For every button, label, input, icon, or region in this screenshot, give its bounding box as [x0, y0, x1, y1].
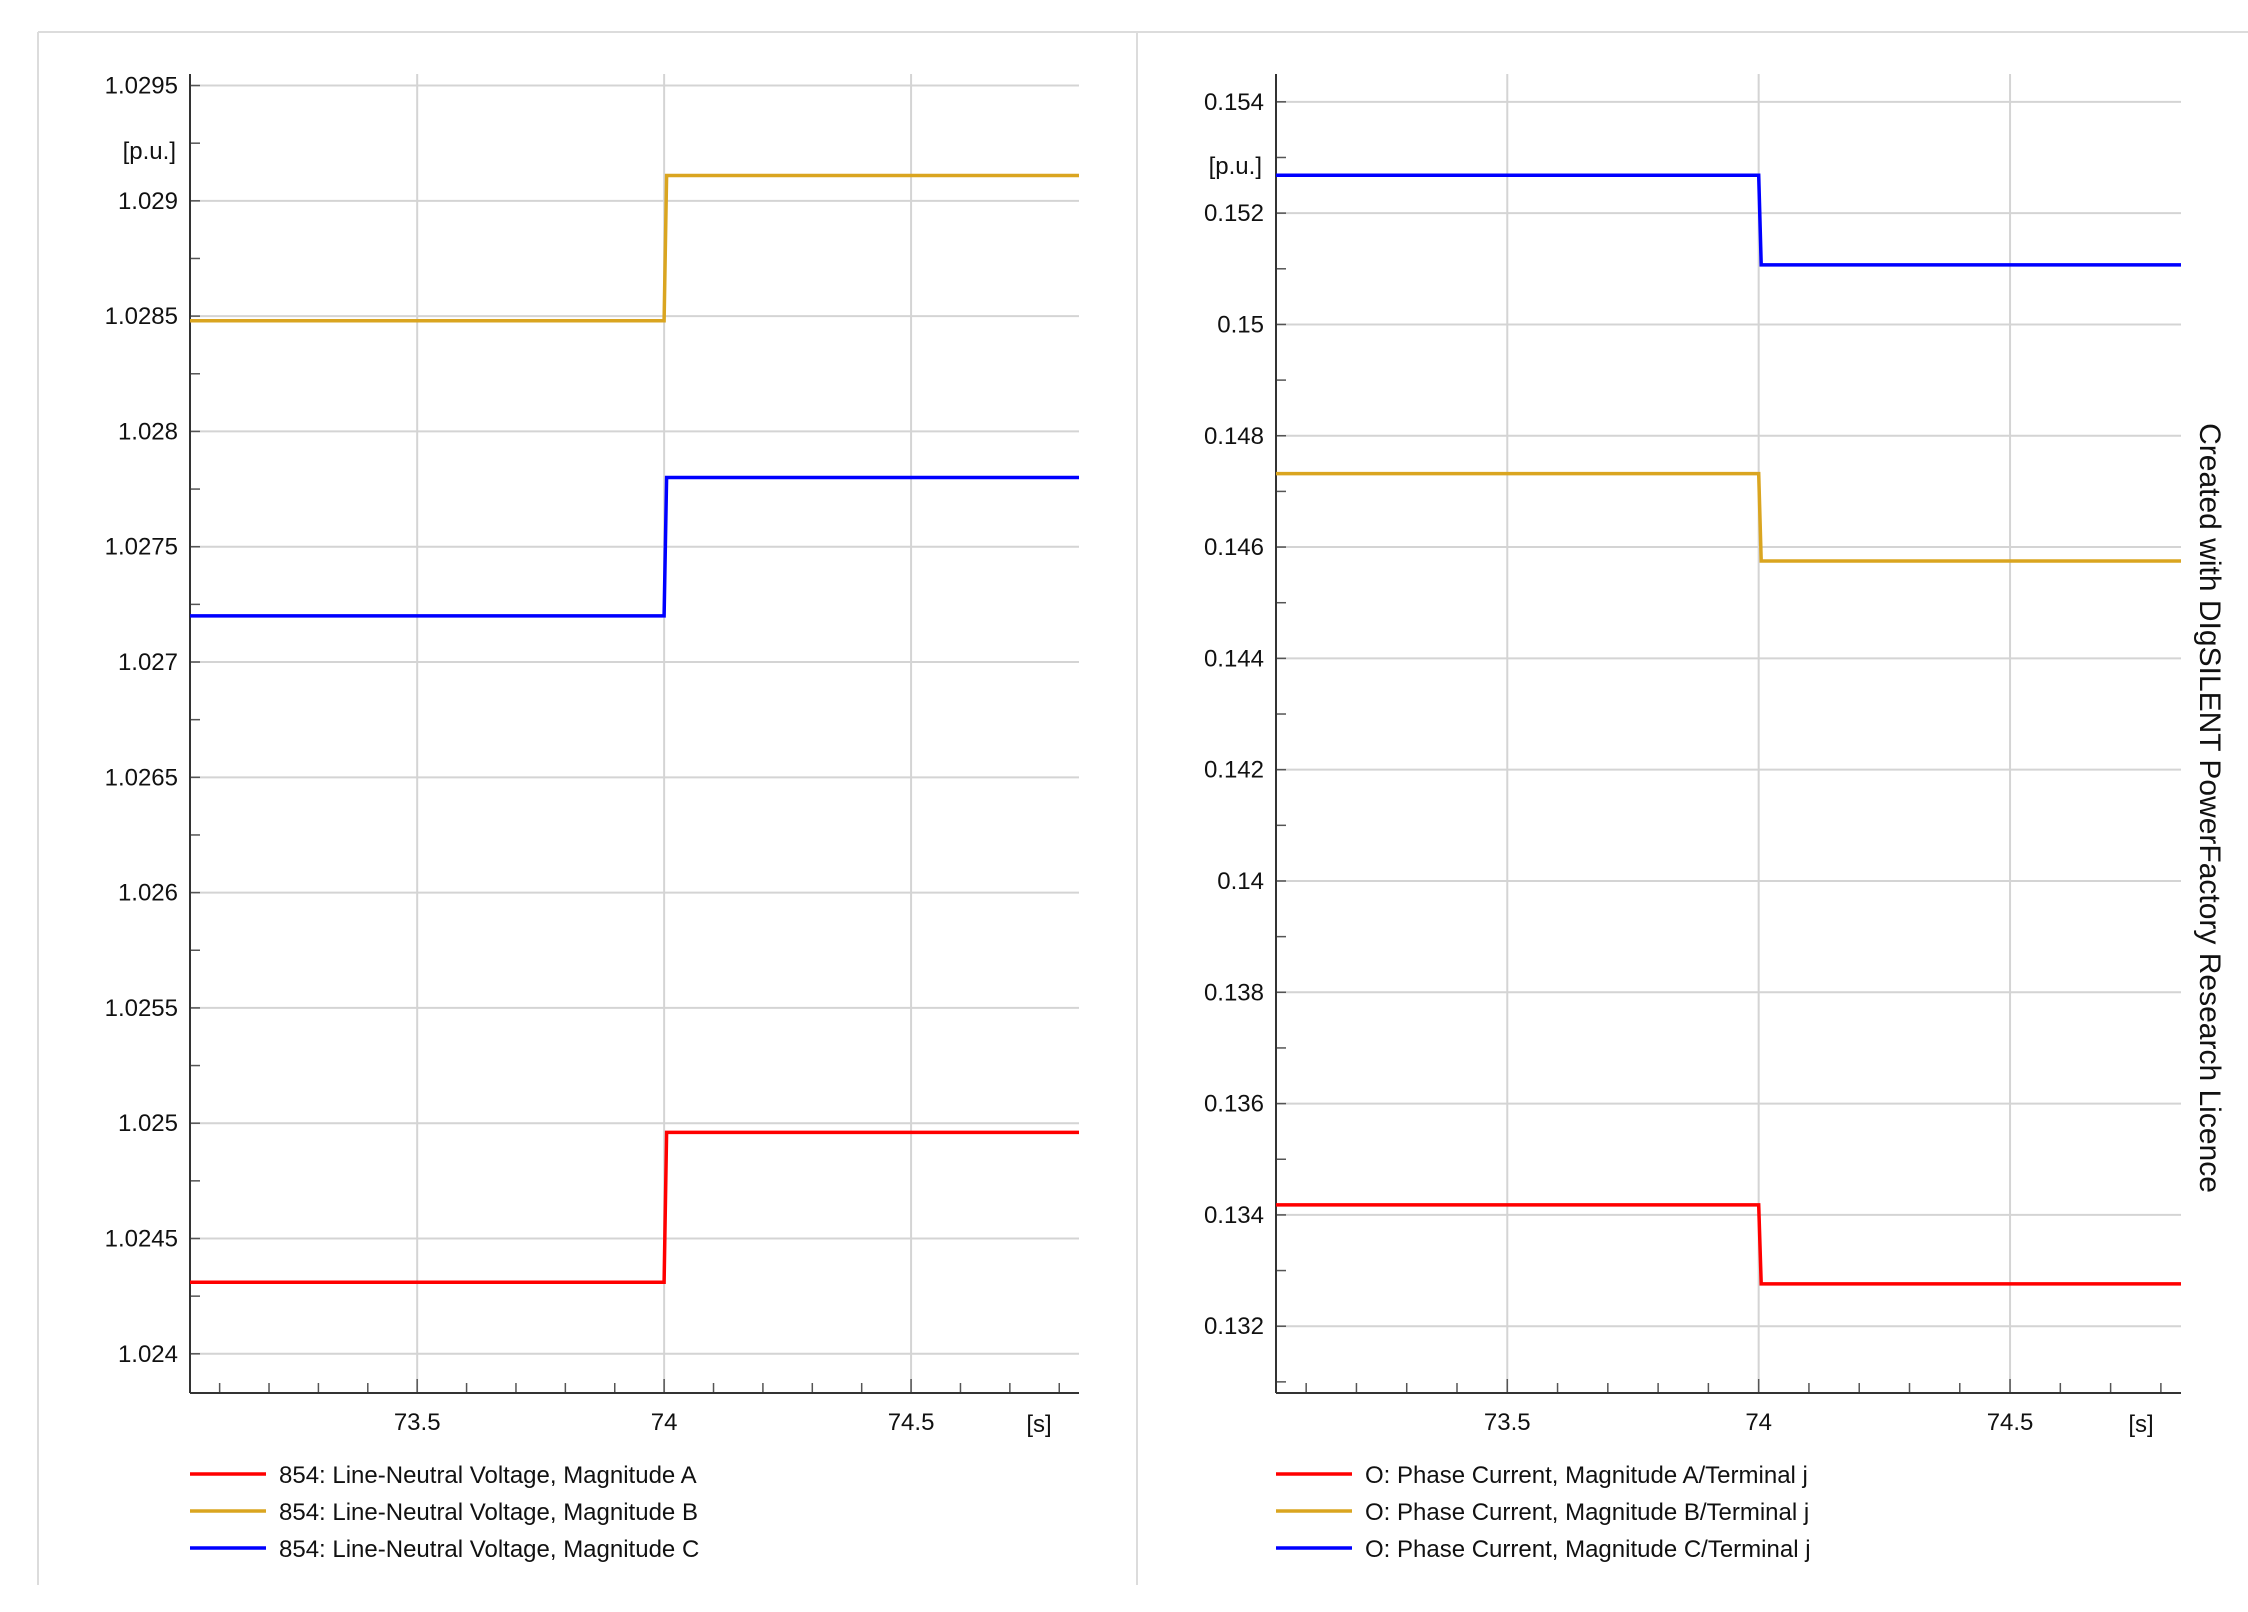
- y-tick-label: 0.146: [1204, 534, 1264, 561]
- y-tick-label: 1.024: [118, 1341, 178, 1368]
- x-tick-label: 74: [651, 1409, 678, 1436]
- y-tick-label: 0.136: [1204, 1091, 1264, 1118]
- y-tick-label: 1.0245: [105, 1226, 178, 1253]
- watermark-text: Created with DIgSILENT PowerFactory Rese…: [2193, 423, 2226, 1193]
- series-line-2: [190, 173, 1079, 323]
- series-line-1: [1276, 1203, 2181, 1286]
- series-line-2: [1276, 471, 2181, 563]
- y-tick-label: 1.0255: [105, 995, 178, 1022]
- current-legend: O: Phase Current, Magnitude A/Terminal j…: [1276, 1462, 1811, 1563]
- x-tick-label: 73.5: [394, 1409, 441, 1436]
- y-tick-label: 0.154: [1204, 89, 1264, 116]
- legend-label-1: 854: Line-Neutral Voltage, Magnitude A: [279, 1462, 697, 1489]
- legend-label-3: O: Phase Current, Magnitude C/Terminal j: [1365, 1536, 1811, 1563]
- y-tick-label: 1.026: [118, 880, 178, 907]
- x-tick-label: 74.5: [1987, 1409, 2034, 1436]
- legend-label-2: O: Phase Current, Magnitude B/Terminal j: [1365, 1499, 1809, 1526]
- legend-label-1: O: Phase Current, Magnitude A/Terminal j: [1365, 1462, 1808, 1489]
- y-axis-unit-label: [p.u.]: [1209, 153, 1262, 180]
- legend-label-2: 854: Line-Neutral Voltage, Magnitude B: [279, 1499, 698, 1526]
- x-axis-unit-label: [s]: [2128, 1411, 2153, 1438]
- y-tick-label: 1.0285: [105, 303, 178, 330]
- y-tick-label: 0.142: [1204, 757, 1264, 784]
- legend-label-3: 854: Line-Neutral Voltage, Magnitude C: [279, 1536, 699, 1563]
- x-axis-unit-label: [s]: [1026, 1411, 1051, 1438]
- y-tick-label: 0.152: [1204, 200, 1264, 227]
- y-tick-label: 1.029: [118, 188, 178, 215]
- page-frame: [37, 31, 2248, 1585]
- y-tick-label: 1.025: [118, 1110, 178, 1137]
- y-tick-label: 1.027: [118, 649, 178, 676]
- current-plot-panel: 0.132 0.134 0.136 0.138 0.14 0.142 0.144 0.146 0…: [1204, 74, 2181, 1438]
- y-tick-label: 1.0295: [105, 73, 178, 100]
- series-line-1: [190, 1130, 1079, 1285]
- series-line-3: [190, 475, 1079, 618]
- y-tick-label: 1.0275: [105, 534, 178, 561]
- y-tick-label: 0.132: [1204, 1313, 1264, 1340]
- y-tick-label: 0.138: [1204, 979, 1264, 1006]
- y-tick-label: 0.148: [1204, 423, 1264, 450]
- y-tick-label: 0.144: [1204, 645, 1264, 672]
- x-tick-label: 73.5: [1484, 1409, 1531, 1436]
- series-line-3: [1276, 173, 2181, 267]
- voltage-legend: 854: Line-Neutral Voltage, Magnitude A 85…: [190, 1462, 699, 1563]
- y-axis-unit-label: [p.u.]: [123, 138, 176, 165]
- voltage-plot-panel: 1.024 1.0245 1.025 1.0255 1.026 1.0265 1.027 1.…: [105, 73, 1079, 1438]
- x-tick-label: 74.5: [888, 1409, 935, 1436]
- y-tick-label: 0.134: [1204, 1202, 1264, 1229]
- y-tick-label: 0.14: [1217, 868, 1264, 895]
- y-tick-label: 1.028: [118, 418, 178, 445]
- x-tick-label: 74: [1745, 1409, 1772, 1436]
- y-tick-label: 0.15: [1217, 311, 1264, 338]
- y-tick-label: 1.0265: [105, 764, 178, 791]
